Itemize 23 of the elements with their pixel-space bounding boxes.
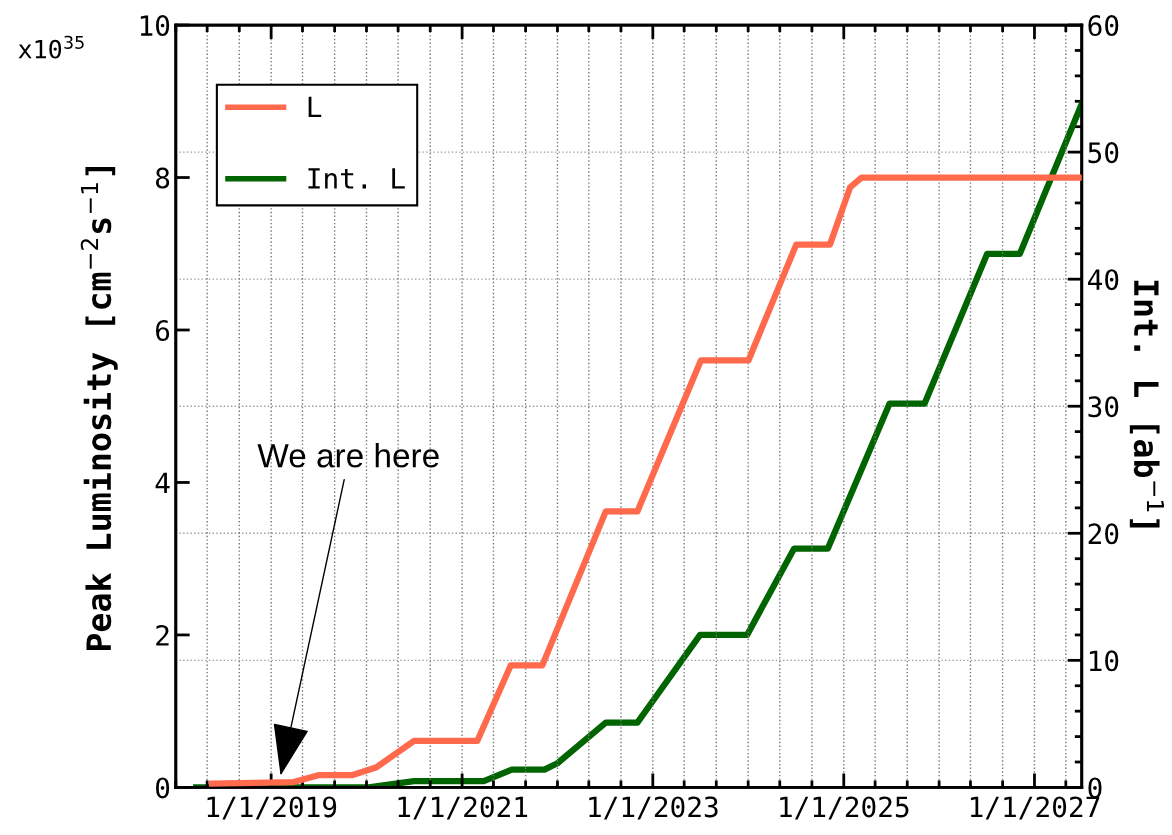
x-tick-label: 1/1/2019 [207,796,337,820]
x-tick-label: 1/1/2023 [589,796,718,820]
legend-label: L [308,96,322,118]
y-tick-label: 2 [156,624,169,646]
y2-tick-label: 20 [1088,523,1119,545]
y2-tick-label: 60 [1088,15,1119,37]
annotation: We are here [257,443,439,468]
y-tick-label: 10 [140,15,170,37]
y2-tick-label: 50 [1088,142,1119,164]
x-tick-label: 1/1/2025 [780,796,909,820]
y-tick-label: 6 [156,320,170,342]
legend-label: Int. L [308,168,405,189]
y-axis-title: Peak Luminosity [cm$^{−2}$s$^{−1}$] [80,166,118,651]
x-tick-label: 1/1/2021 [398,796,528,820]
y2-tick-label: 30 [1088,396,1119,418]
x-tick-label: 1/1/2027 [970,796,1100,820]
y-tick-label: 8 [155,167,170,189]
y2-tick-label: 10 [1089,650,1119,672]
y-tick-label: 4 [155,472,170,494]
y2-tick-label: 40 [1088,269,1119,291]
text: x10$^{35}$ [18,35,84,59]
y2-axis-title: Int. L [ab$^{−1}$] [1129,280,1164,528]
y-tick-label: 0 [156,777,170,799]
